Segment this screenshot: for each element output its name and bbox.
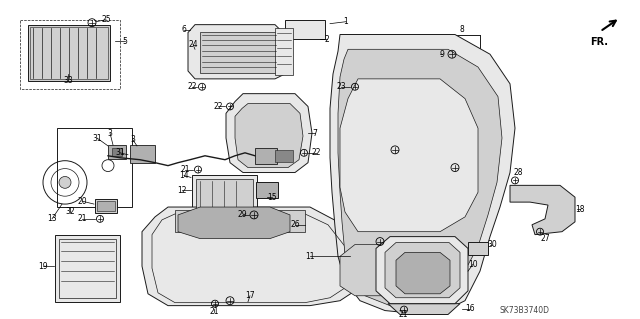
Text: 30: 30 xyxy=(487,240,497,249)
Bar xyxy=(175,210,305,232)
Text: 5: 5 xyxy=(123,37,127,46)
Text: 32: 32 xyxy=(65,207,75,217)
Text: 21: 21 xyxy=(77,214,87,223)
Text: 14: 14 xyxy=(179,171,189,180)
Bar xyxy=(468,241,488,255)
Text: 22: 22 xyxy=(188,82,196,91)
Text: 11: 11 xyxy=(305,252,315,261)
Polygon shape xyxy=(188,25,285,79)
Text: 21: 21 xyxy=(398,310,408,319)
Text: 12: 12 xyxy=(177,186,187,195)
Bar xyxy=(28,25,110,81)
Bar xyxy=(112,148,122,156)
Text: 20: 20 xyxy=(77,197,87,206)
Polygon shape xyxy=(142,207,355,306)
Circle shape xyxy=(59,176,71,188)
Text: 31: 31 xyxy=(92,134,102,143)
Polygon shape xyxy=(235,104,303,167)
Bar xyxy=(275,28,293,75)
Polygon shape xyxy=(510,185,575,235)
Text: FR.: FR. xyxy=(590,37,608,48)
Text: 24: 24 xyxy=(188,40,198,49)
Text: 21: 21 xyxy=(180,165,189,174)
Text: 31: 31 xyxy=(115,148,125,157)
Text: 28: 28 xyxy=(513,168,523,177)
Bar xyxy=(95,199,117,213)
Bar xyxy=(108,145,126,159)
Bar xyxy=(20,20,120,89)
Text: 18: 18 xyxy=(575,204,585,213)
Text: 22: 22 xyxy=(311,148,321,157)
Text: 25: 25 xyxy=(101,15,111,24)
Text: 3: 3 xyxy=(131,136,136,145)
Text: 15: 15 xyxy=(267,193,277,202)
Text: 23: 23 xyxy=(336,82,346,91)
Text: 16: 16 xyxy=(465,304,475,313)
Bar xyxy=(275,150,293,162)
Text: 19: 19 xyxy=(38,262,48,271)
Bar xyxy=(196,179,253,209)
Polygon shape xyxy=(338,49,502,308)
Text: 17: 17 xyxy=(245,291,255,300)
Text: 33: 33 xyxy=(63,76,73,85)
Text: 2: 2 xyxy=(324,35,330,44)
Polygon shape xyxy=(376,237,468,304)
Text: 8: 8 xyxy=(460,25,465,34)
Bar xyxy=(130,145,155,163)
Polygon shape xyxy=(330,34,515,314)
Polygon shape xyxy=(385,242,460,298)
Polygon shape xyxy=(340,244,465,296)
Text: 13: 13 xyxy=(47,214,57,223)
Text: 21: 21 xyxy=(209,307,219,316)
Text: 7: 7 xyxy=(312,129,317,137)
Polygon shape xyxy=(396,252,450,294)
Text: 3: 3 xyxy=(108,129,113,137)
Bar xyxy=(285,20,325,40)
Text: 1: 1 xyxy=(344,17,348,26)
Polygon shape xyxy=(178,207,290,239)
Bar xyxy=(57,128,132,207)
Bar xyxy=(97,201,115,211)
Text: 22: 22 xyxy=(213,102,223,111)
Polygon shape xyxy=(226,94,312,173)
Text: 26: 26 xyxy=(290,220,300,229)
Text: 27: 27 xyxy=(540,234,550,243)
Bar xyxy=(256,182,278,198)
Text: 6: 6 xyxy=(182,25,186,34)
Bar xyxy=(55,235,120,302)
Text: 29: 29 xyxy=(237,211,247,219)
Bar xyxy=(255,148,277,164)
Text: 10: 10 xyxy=(468,260,478,269)
Bar xyxy=(30,26,108,79)
Bar xyxy=(200,32,278,73)
Polygon shape xyxy=(388,304,460,315)
Text: SK73B3740D: SK73B3740D xyxy=(500,306,550,315)
Polygon shape xyxy=(340,79,478,232)
Text: 9: 9 xyxy=(440,50,444,59)
Bar xyxy=(192,175,257,213)
Bar xyxy=(59,239,116,298)
